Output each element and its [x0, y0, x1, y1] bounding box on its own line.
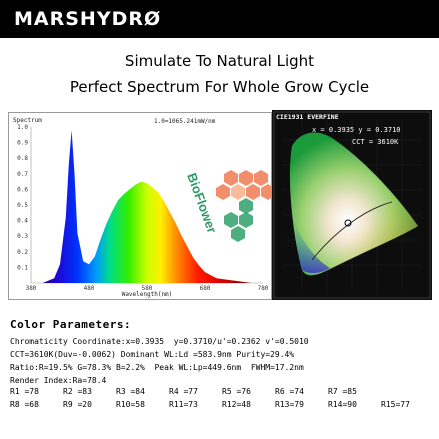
r-value: R6 =74 — [275, 387, 304, 396]
spectrum-area — [31, 130, 263, 283]
y-tick-labels: 1.0 0.9 0.8 0.7 0.6 0.5 0.4 0.3 0.2 0.1 — [17, 124, 28, 271]
r-value: R9 =20 — [63, 400, 92, 409]
y-tick-label: 0.4 — [17, 218, 28, 225]
x-tick-label: 680 — [200, 285, 211, 292]
bioflower-watermark: BioFlower — [184, 171, 220, 235]
x-tick-labels: 380 480 580 680 780 — [26, 285, 269, 292]
r-value: R4 =77 — [169, 387, 198, 396]
cie-xy-readout: x = 0.3935 y = 0.3710 — [312, 126, 401, 134]
y-tick-label: 0.3 — [17, 233, 28, 240]
r-value: R10=58 — [116, 400, 145, 409]
param-line-cct: CCT=3610K(Duv=-0.0062) Dominant WL:Ld =5… — [10, 350, 295, 359]
param-line-render-index: Render Index:Ra=78.4 — [10, 376, 107, 385]
y-tick-label: 0.8 — [17, 155, 28, 162]
x-tick-label: 380 — [26, 285, 37, 292]
r-value: R14=90 — [328, 400, 357, 409]
y-tick-label: 0.7 — [17, 171, 28, 178]
planckian-locus — [311, 201, 393, 261]
r-value: R13=79 — [275, 400, 304, 409]
x-tick-label: 580 — [142, 285, 153, 292]
r-value: R7 =85 — [328, 387, 357, 396]
y-tick-label: 1.0 — [17, 124, 28, 131]
cie-diagram-svg: CIE1931 EVERFINE x = 0.3935 y = 0.3710 C… — [273, 111, 431, 299]
r-value: R11=73 — [169, 400, 198, 409]
y-tick-label: 0.9 — [17, 140, 28, 147]
headline-line-1: Simulate To Natural Light — [124, 52, 315, 70]
cie-diagram-panel: CIE1931 EVERFINE x = 0.3935 y = 0.3710 C… — [272, 110, 432, 300]
cie-cct-readout: CCT = 3610K — [352, 138, 399, 146]
brand-logo: MARSHYDRØ — [14, 8, 162, 30]
color-parameters: Color Parameters: Chromaticity Coordinat… — [10, 318, 435, 413]
r-value: R8 =68 — [10, 400, 39, 409]
cie-gamut-red-edge — [289, 132, 418, 276]
y-tick-label: 0.5 — [17, 202, 28, 209]
r-value: R1 =78 — [10, 387, 39, 396]
cie-title: CIE1931 EVERFINE — [276, 113, 339, 121]
r-value: R5 =76 — [222, 387, 251, 396]
r-value: R12=48 — [222, 400, 251, 409]
param-line-chromaticity: Chromaticity Coordinate:x=0.3935 y=0.371… — [10, 337, 309, 346]
spectrum-label: Spectrum — [13, 117, 42, 124]
peak-readout: 1.0=1065.241mW/nm — [154, 118, 216, 125]
parameters-title: Color Parameters: — [10, 318, 132, 331]
y-tick-label: 0.6 — [17, 186, 28, 193]
spectrum-chart-panel: Spectrum 1.0=1065.241mW/nm 1.0 0.9 0.8 0.7 0… — [8, 112, 272, 300]
cie-gamut-blue-edge — [294, 220, 330, 274]
x-axis-label: Wavelength(nm) — [122, 291, 173, 298]
y-tick-label: 0.2 — [17, 249, 28, 256]
spectrum-chart-svg: Spectrum 1.0=1065.241mW/nm 1.0 0.9 0.8 0.7 0… — [13, 117, 271, 298]
headline-line-2: Perfect Spectrum For Whole Grow Cycle — [69, 78, 370, 96]
x-tick-label: 780 — [258, 285, 269, 292]
r-value: R15=77 — [381, 400, 410, 409]
render-index-table: R1 =78 R2 =83 R3 =84 R4 =77 R5 =76 R6 =7… — [10, 387, 435, 413]
r-value: R2 =83 — [63, 387, 92, 396]
y-tick-label: 0.1 — [17, 264, 28, 271]
r-value: R3 =84 — [116, 387, 145, 396]
param-line-ratio: Ratio:R=19.5% G=78.3% B=2.2% Peak WL:Lp=… — [10, 363, 304, 372]
x-tick-label: 480 — [84, 285, 95, 292]
hexagon-logo — [216, 170, 271, 242]
brand-banner: MARSHYDRØ — [0, 0, 439, 38]
chromaticity-point — [344, 219, 352, 227]
